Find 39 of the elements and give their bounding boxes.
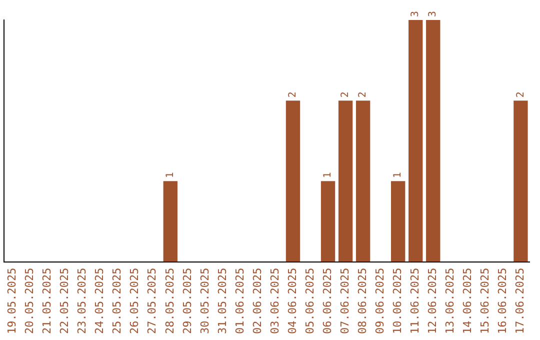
data-label: 1 (392, 172, 404, 178)
data-label: 2 (515, 92, 526, 98)
x-tick-label: 28.05.2025 (163, 268, 176, 334)
data-label: 2 (340, 92, 352, 98)
x-tick-label: 15.06.2025 (478, 268, 492, 334)
x-tick-label: 31.05.2025 (216, 268, 229, 334)
data-label: 3 (410, 10, 422, 17)
data-label: 1 (164, 172, 176, 178)
x-tick-label: 30.05.2025 (198, 268, 212, 334)
x-tick-label: 22.05.2025 (58, 268, 72, 334)
x-tick-label: 06.06.2025 (320, 268, 334, 334)
x-tick-label: 17.06.2025 (514, 268, 527, 334)
data-label: 1 (322, 172, 334, 178)
x-tick-label: 20.05.2025 (23, 268, 36, 334)
x-tick-label: 26.05.2025 (128, 268, 142, 334)
x-tick-label: 25.05.2025 (110, 268, 124, 334)
data-label: 2 (358, 92, 369, 98)
x-tick-label: 04.06.2025 (286, 268, 299, 334)
x-tick-label: 10.06.2025 (390, 268, 404, 334)
x-tick-label: 23.05.2025 (76, 268, 89, 334)
x-tick-label: 08.06.2025 (356, 268, 369, 334)
x-tick-label: 02.06.2025 (250, 268, 264, 334)
x-tick-label: 24.05.2025 (93, 268, 106, 334)
x-tick-label: 27.05.2025 (146, 268, 159, 334)
data-label: 3 (428, 10, 439, 17)
x-tick-label: 29.05.2025 (180, 268, 194, 334)
x-tick-label: 21.05.2025 (40, 268, 54, 334)
x-tick-label: 16.06.2025 (496, 268, 510, 334)
x-tick-label: 13.06.2025 (444, 268, 456, 334)
x-tick-label: 09.06.2025 (373, 268, 386, 334)
data-label: 2 (288, 92, 299, 98)
x-tick-label: 11.06.2025 (408, 268, 422, 334)
x-tick-label: 05.06.2025 (303, 268, 316, 334)
x-tick-label: 14.06.2025 (461, 268, 474, 334)
x-tick-label: 07.06.2025 (338, 268, 352, 334)
x-tick-label: 03.06.2025 (268, 268, 282, 334)
x-tick-label: 19.05.2025 (6, 268, 19, 334)
x-tick-label: 12.06.2025 (426, 268, 439, 334)
x-tick-label: 01.06.2025 (233, 268, 246, 334)
